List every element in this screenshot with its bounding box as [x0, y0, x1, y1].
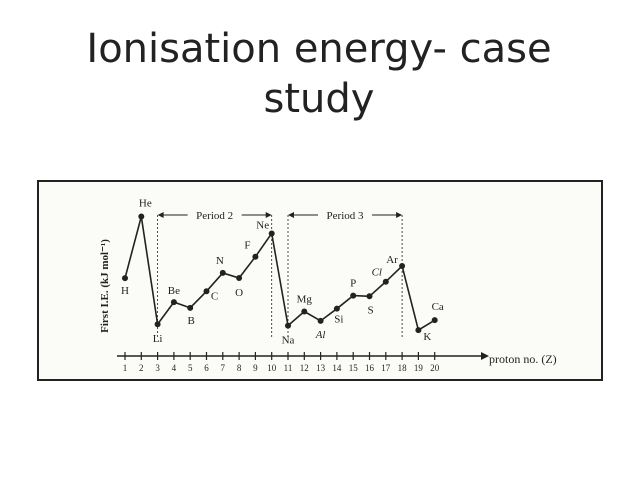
element-label-s: S [367, 304, 373, 316]
period-bracket-arrow [396, 212, 403, 218]
element-label-k: K [423, 331, 431, 343]
x-tick-label: 5 [188, 363, 193, 373]
data-point-na [285, 322, 291, 329]
element-label-n: N [216, 255, 224, 267]
x-tick-label: 3 [155, 363, 160, 373]
x-tick-label: 2 [139, 363, 144, 373]
data-point-cl [382, 278, 389, 285]
ionisation-energy-chart: First I.E. (kJ mol⁻¹) proton no. (Z) Per… [37, 180, 603, 381]
chart-svg: First I.E. (kJ mol⁻¹) proton no. (Z) Per… [99, 198, 557, 373]
data-point-n [219, 269, 226, 276]
data-point-s [366, 293, 373, 300]
data-point-o [236, 275, 243, 282]
element-label-f: F [244, 240, 250, 252]
element-label-c: C [211, 290, 218, 302]
x-tick-label: 7 [221, 363, 226, 373]
element-label-h: H [121, 285, 129, 297]
element-label-na: Na [282, 335, 295, 347]
element-label-o: O [235, 287, 243, 299]
x-tick-label: 13 [316, 363, 326, 373]
x-tick-label: 16 [365, 363, 375, 373]
period-brackets: Period 2 Period 3 [157, 210, 403, 337]
element-label-si: Si [334, 314, 343, 326]
x-axis-arrowhead [481, 352, 489, 360]
slide-title-line1: Ionisation energy- case [86, 26, 552, 72]
element-label-mg: Mg [297, 294, 313, 306]
period-bracket-arrow [288, 212, 294, 218]
element-label-ca: Ca [432, 301, 444, 313]
data-point-si [333, 305, 340, 312]
data-point-p [350, 292, 357, 299]
data-point-mg [301, 308, 308, 315]
data-point-be [170, 299, 177, 306]
element-label-ne: Ne [256, 219, 269, 231]
element-labels: H He Li Be B C N O F Ne Na Mg Al Si P S Cl Ar K Ca [121, 198, 444, 347]
data-point-h [122, 275, 128, 282]
x-tick-label: 17 [381, 363, 391, 373]
data-point-b [187, 304, 194, 311]
element-label-ar: Ar [386, 254, 398, 266]
x-axis-label: proton no. (Z) [489, 352, 557, 366]
element-label-he: He [139, 198, 152, 210]
data-point-c [203, 288, 210, 295]
element-label-cl: Cl [372, 267, 382, 279]
y-axis-label: First I.E. (kJ mol⁻¹) [99, 239, 111, 333]
element-label-p: P [350, 278, 356, 290]
data-point-ne [268, 230, 275, 237]
ionisation-energy-line [124, 216, 436, 332]
x-tick-label: 1 [123, 363, 128, 373]
data-point-ca [431, 317, 438, 324]
period-label-3: Period 3 [327, 210, 364, 222]
x-tick-label: 19 [414, 363, 424, 373]
x-tick-label: 6 [204, 363, 209, 373]
x-tick-label: 18 [398, 363, 408, 373]
element-label-be: Be [168, 285, 180, 297]
data-point-li [154, 321, 161, 328]
x-tick-label: 15 [349, 363, 359, 373]
data-point-f [252, 253, 259, 260]
element-label-li: Li [153, 333, 163, 345]
ionisation-energy-series [122, 213, 438, 334]
period-label-2: Period 2 [196, 210, 233, 222]
slide-title: Ionisation energy- case study [0, 24, 638, 124]
x-tick-label: 8 [237, 363, 242, 373]
x-tick-label: 11 [284, 363, 293, 373]
x-tick-label: 9 [253, 363, 258, 373]
period-bracket-arrow [157, 212, 164, 218]
x-tick-label: 4 [172, 363, 177, 373]
data-point-ar [399, 263, 406, 270]
element-label-al: Al [315, 329, 326, 341]
element-label-b: B [188, 315, 195, 327]
data-point-k [415, 327, 422, 334]
x-tick-label: 20 [430, 363, 440, 373]
slide-title-line2: study [263, 76, 375, 122]
x-tick-label: 12 [300, 363, 309, 373]
x-axis: 1 2 3 4 5 6 7 8 9 10 11 12 13 14 15 16 17 18 19 20 [117, 352, 489, 373]
x-tick-label: 10 [267, 363, 277, 373]
x-tick-label: 14 [332, 363, 342, 373]
period-bracket-arrow [265, 212, 272, 218]
data-point-he [138, 213, 145, 220]
data-point-al [317, 317, 324, 324]
